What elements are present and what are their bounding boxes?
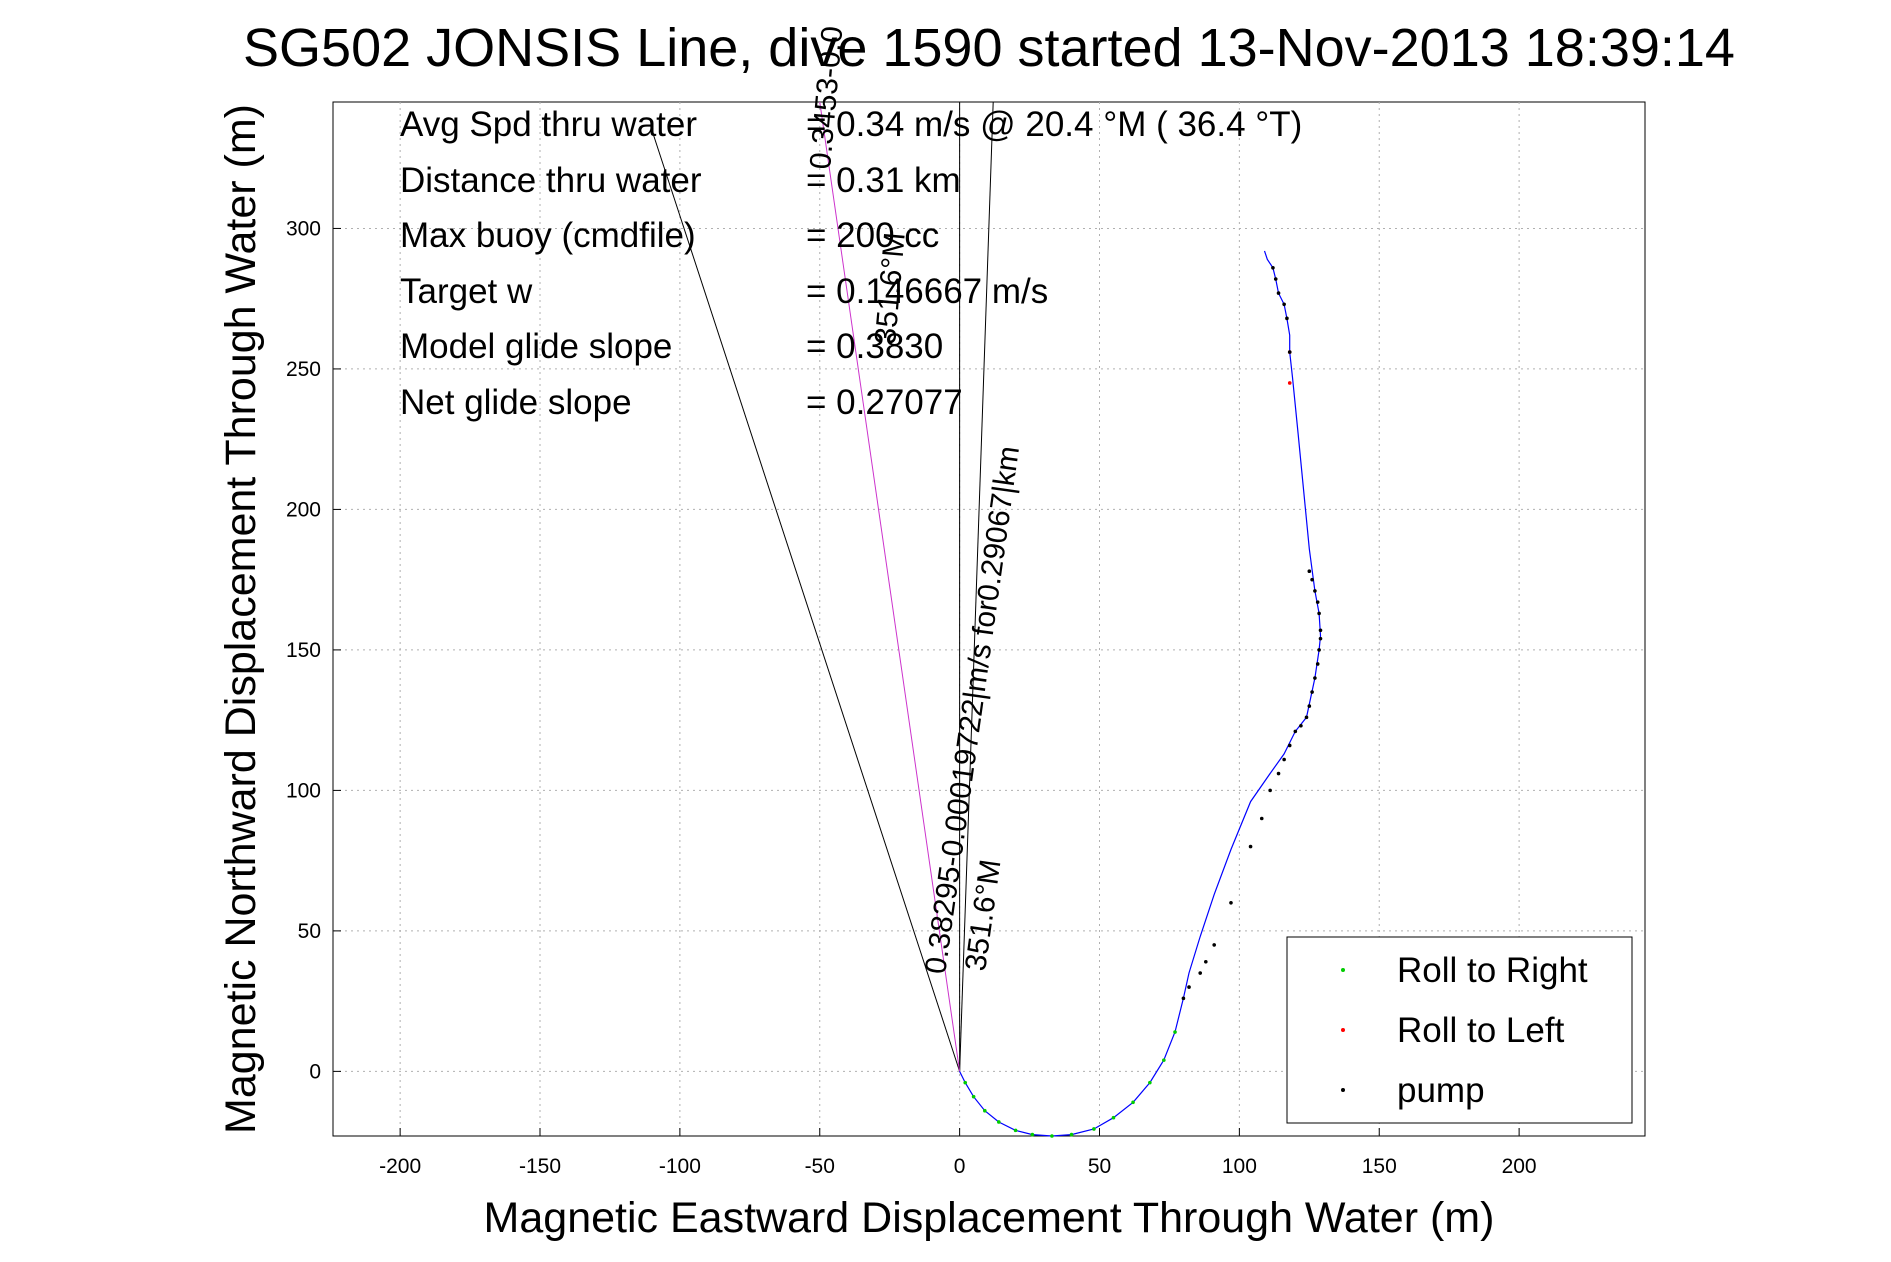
point-pump: [1293, 729, 1298, 734]
point-pump: [1310, 577, 1314, 582]
info-value-target-w: = 0.146667 m/s: [806, 272, 1048, 311]
reference-lines: [651, 101, 994, 1072]
point-roll-to-right: [1030, 1132, 1035, 1137]
point-pump: [1307, 569, 1312, 574]
point-roll-to-right: [963, 1080, 968, 1085]
point-pump: [1282, 302, 1286, 307]
point-pump: [1317, 611, 1321, 616]
y-tick-label: 250: [286, 358, 321, 381]
point-roll-to-right: [1162, 1058, 1166, 1062]
point-pump: [1310, 690, 1314, 694]
point-roll-to-right: [1050, 1134, 1054, 1138]
point-roll-to-right: [1148, 1080, 1152, 1085]
legend-label-roll-right: Roll to Right: [1397, 951, 1588, 990]
point-roll-to-right: [1111, 1115, 1116, 1120]
legend-label-roll-left: Roll to Left: [1397, 1011, 1565, 1050]
series-group: [959, 250, 1323, 1138]
point-pump: [1181, 996, 1186, 1001]
point-pump: [1315, 662, 1320, 666]
point-roll-to-right: [971, 1094, 976, 1099]
info-value-max-buoy: = 200 cc: [806, 216, 939, 255]
point-roll-to-right: [983, 1108, 987, 1113]
x-tick-label: 0: [954, 1155, 966, 1178]
point-roll-to-right: [1131, 1100, 1135, 1105]
track-line: [959, 250, 1322, 1137]
point-roll-to-right: [1092, 1127, 1096, 1131]
info-label-model-glide: Model glide slope: [400, 327, 672, 366]
point-roll-to-right: [1013, 1128, 1018, 1133]
info-value-net-glide: = 0.27077: [806, 383, 963, 422]
x-tick-label: 50: [1088, 1155, 1111, 1178]
point-pump: [1259, 816, 1264, 821]
point-pump: [1299, 723, 1303, 728]
y-axis-label: Magnetic Northward Displacement Through …: [217, 104, 265, 1134]
legend-marker-roll-left: [1341, 1028, 1345, 1032]
reference-line: [959, 101, 994, 1072]
y-tick-label: 0: [309, 1060, 321, 1083]
point-pump: [1304, 715, 1309, 720]
point-pump: [1229, 900, 1233, 905]
point-pump: [1318, 636, 1323, 641]
reference-line: [651, 129, 961, 1072]
tick-labels: -200 -150 -100 -50 0 50 100 150 200 0 50 100 150 200 2…: [286, 217, 1537, 1178]
point-pump: [1313, 589, 1317, 593]
info-label-target-w: Target w: [400, 272, 533, 311]
point-roll-to-right: [996, 1120, 1001, 1124]
y-tick-label: 100: [286, 779, 321, 802]
point-pump: [1282, 757, 1286, 762]
point-pump: [1198, 971, 1203, 975]
point-pump: [1268, 788, 1272, 793]
y-tick-label: 50: [298, 920, 321, 943]
x-tick-label: -50: [805, 1155, 835, 1178]
point-pump: [1276, 291, 1281, 295]
point-pump: [1307, 704, 1312, 708]
y-tick-label: 150: [286, 639, 321, 662]
point-pump: [1313, 676, 1317, 680]
legend: Roll to Right Roll to Left pump: [1286, 936, 1633, 1124]
info-value-distance: = 0.31 km: [806, 161, 961, 200]
point-pump: [1212, 943, 1216, 947]
info-label-max-buoy: Max buoy (cmdfile): [400, 216, 696, 255]
point-pump: [1248, 844, 1253, 849]
y-tick-label: 200: [286, 498, 321, 521]
x-tick-label: -150: [519, 1155, 561, 1178]
x-tick-label: -100: [659, 1155, 701, 1178]
x-tick-label: 100: [1222, 1155, 1257, 1178]
point-pump: [1315, 600, 1320, 604]
x-tick-label: 200: [1502, 1155, 1537, 1178]
reference-line: [819, 101, 961, 1072]
legend-marker-roll-right: [1341, 968, 1345, 972]
point-roll-to-left: [1287, 381, 1292, 385]
legend-label-pump: pump: [1397, 1071, 1485, 1110]
point-pump: [1276, 771, 1281, 776]
point-pump: [1187, 985, 1191, 989]
info-label-distance: Distance thru water: [400, 161, 702, 200]
point-pump: [1273, 277, 1278, 281]
info-block: Avg Spd thru water = 0.34 m/s @ 20.4 °M …: [400, 105, 1302, 422]
point-pump: [1318, 628, 1323, 633]
x-axis-label: Magnetic Eastward Displacement Through W…: [484, 1194, 1495, 1242]
info-value-avg-spd: = 0.34 m/s @ 20.4 °M ( 36.4 °T): [806, 105, 1302, 144]
point-roll-to-right: [1069, 1132, 1074, 1137]
info-value-model-glide: = 0.3830: [806, 327, 943, 366]
info-label-avg-spd: Avg Spd thru water: [400, 105, 697, 144]
point-roll-to-right: [1173, 1030, 1177, 1034]
point-pump: [1287, 350, 1292, 354]
chart-title: SG502 JONSIS Line, dive 1590 started 13-…: [243, 18, 1735, 78]
point-pump: [1287, 743, 1292, 748]
x-tick-label: 150: [1362, 1155, 1397, 1178]
point-pump: [1285, 316, 1289, 321]
info-label-net-glide: Net glide slope: [400, 383, 632, 422]
legend-marker-pump: [1341, 1088, 1345, 1092]
y-tick-label: 300: [286, 217, 321, 240]
point-pump: [1204, 959, 1208, 964]
point-pump: [1271, 265, 1275, 270]
x-tick-label: -200: [379, 1155, 421, 1178]
point-pump: [1317, 648, 1321, 652]
